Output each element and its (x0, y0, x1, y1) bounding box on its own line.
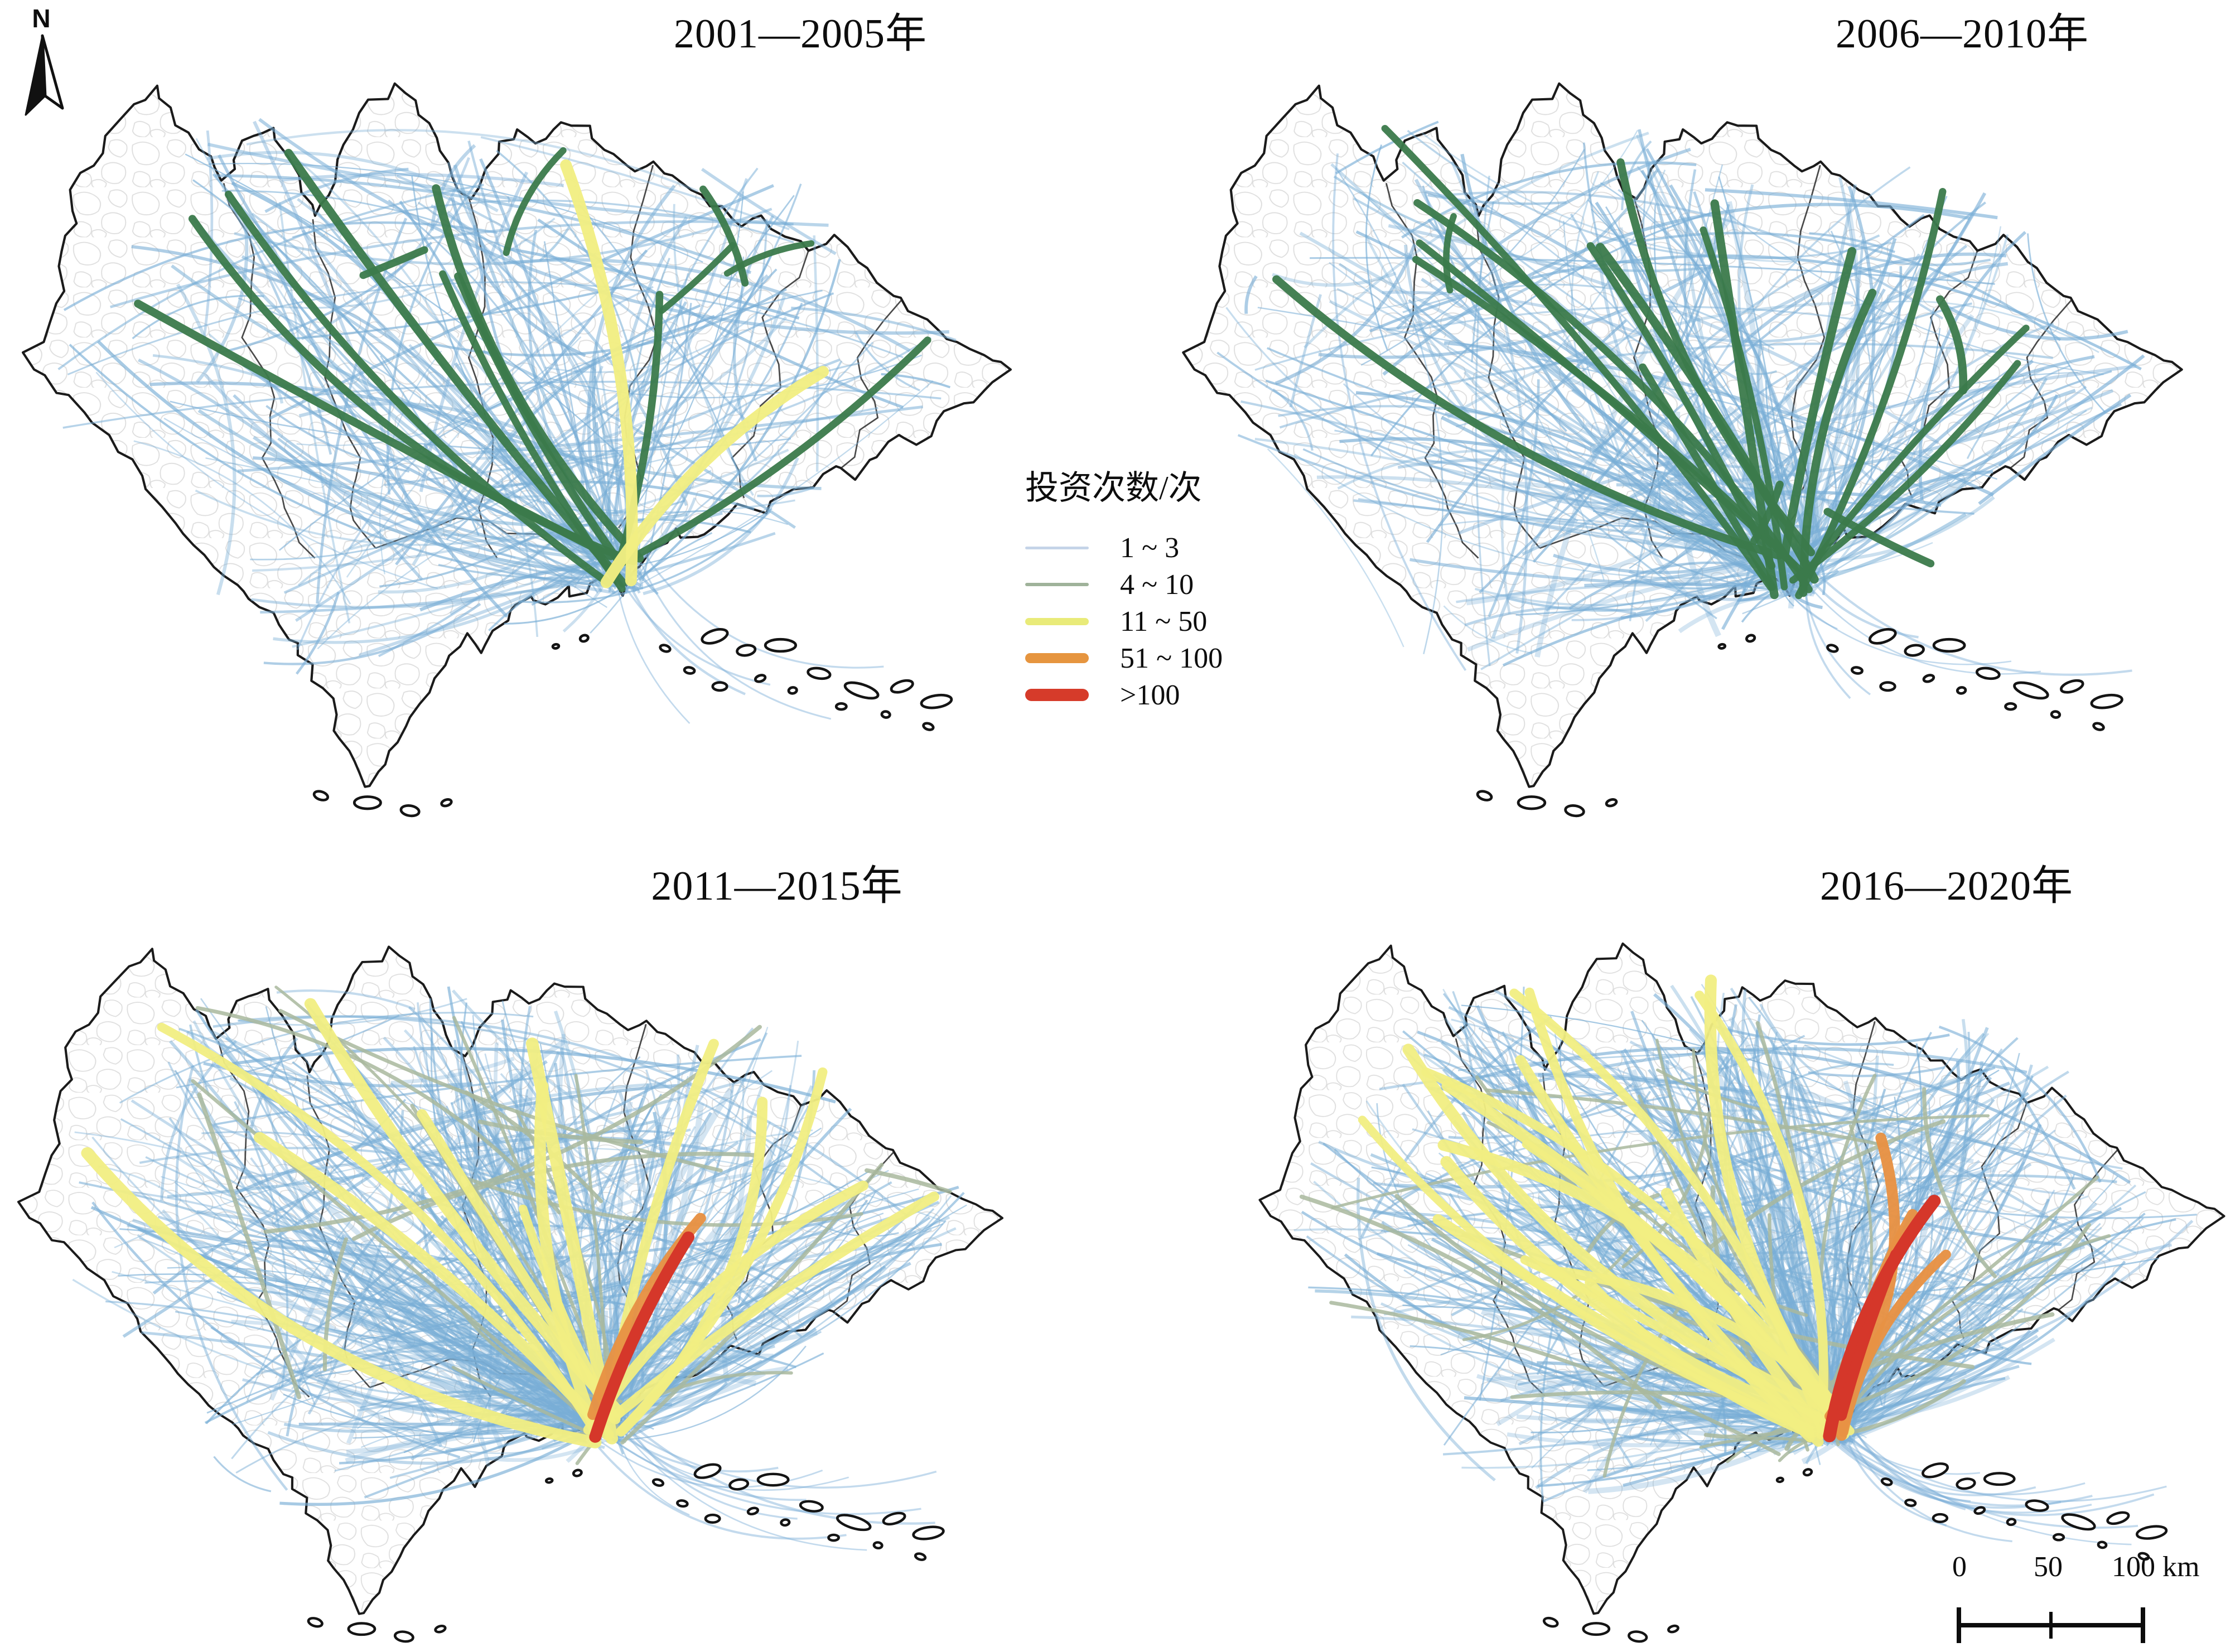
scale-label-0: 0 (1952, 1551, 1967, 1583)
legend-item-label: 11 ~ 50 (1120, 605, 1208, 637)
scale-label-100: 100 km (2112, 1551, 2200, 1583)
panel-title-2001-2005: 2001—2005年 (674, 11, 927, 57)
line-swatch-51-100 (1025, 653, 1089, 663)
panel-title-2016-2020: 2016—2020年 (1820, 863, 2073, 909)
flow-map-p2 (1182, 82, 2183, 818)
legend-item-label: 4 ~ 10 (1120, 568, 1194, 601)
scale-label-50: 50 (2034, 1551, 2063, 1583)
legend-item: 4 ~ 10 (1025, 566, 1371, 603)
map-panel-2016-2020 (1248, 899, 2237, 1644)
legend-item: 51 ~ 100 (1025, 640, 1371, 677)
legend-item-label: 1 ~ 3 (1120, 532, 1180, 564)
legend: 投资次数/次 1 ~ 3 4 ~ 10 11 ~ 50 51 ~ 100 >10… (1025, 461, 1371, 713)
scale-bar-icon (1957, 1607, 2145, 1643)
legend-item-label: 51 ~ 100 (1120, 642, 1223, 674)
legend-item: 1 ~ 3 (1025, 529, 1371, 566)
flow-map-p4 (1258, 942, 2225, 1643)
line-swatch-gt-100 (1025, 689, 1089, 701)
north-label: N (32, 4, 51, 33)
map-panel-2011-2015 (7, 902, 1015, 1644)
line-swatch-11-50 (1025, 617, 1089, 625)
panel-title-2011-2015: 2011—2015年 (651, 863, 903, 909)
map-panel-2001-2005 (11, 37, 1024, 819)
scale-bar: 0 50 100 km (1951, 1550, 2219, 1651)
legend-title: 投资次数/次 (1025, 470, 1202, 506)
map-panel-2006-2010 (1171, 37, 2195, 819)
legend-item: 11 ~ 50 (1025, 603, 1371, 640)
panel-title-2006-2010: 2006—2010年 (1836, 11, 2089, 57)
flow-map-p3 (17, 945, 1004, 1643)
flow-map-p1 (21, 82, 1012, 818)
legend-item: >100 (1025, 677, 1371, 713)
legend-item-label: >100 (1120, 679, 1180, 711)
north-arrow-icon (25, 34, 64, 116)
line-swatch-1-3 (1025, 546, 1089, 549)
line-swatch-4-10 (1025, 583, 1089, 586)
north-indicator: N (10, 6, 73, 123)
